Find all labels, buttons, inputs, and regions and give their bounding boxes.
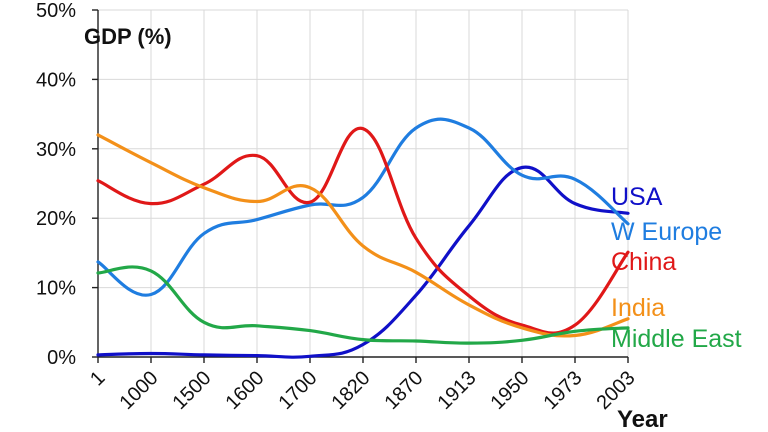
y-axis-tick-labels: 0% 10% 20% 30% 40% 50% <box>36 0 76 369</box>
legend-label-usa: USA <box>611 183 663 211</box>
y-tick-label: 40% <box>36 69 76 91</box>
y-tick-label: 20% <box>36 208 76 230</box>
y-tick-label: 10% <box>36 278 76 300</box>
x-tick-label: 1870 <box>381 367 428 414</box>
y-tick-label: 30% <box>36 139 76 161</box>
x-tick-label: 1000 <box>116 367 163 414</box>
x-tick-label: 1700 <box>275 367 322 414</box>
x-tick-label: 1820 <box>328 367 375 414</box>
x-tick-label: 1913 <box>434 367 481 414</box>
chart-gridlines <box>97 9 629 357</box>
y-tick-label: 0% <box>47 347 76 369</box>
chart-axes <box>92 9 629 363</box>
chart-title: GDP (%) <box>84 24 172 49</box>
x-axis-tick-labels: 1 1000 1500 1600 1700 1820 1870 1913 1950 1973 200… <box>86 367 639 414</box>
chart-series-lines <box>96 117 630 359</box>
legend-label-china: China <box>611 248 676 276</box>
legend-label-middle-east: Middle East <box>611 325 742 353</box>
series-line-middle-east <box>96 265 630 345</box>
legend-label-india: India <box>611 294 665 322</box>
x-tick-label: 1600 <box>222 367 269 414</box>
x-axis-label: Year <box>617 406 668 432</box>
series-line-china <box>96 127 630 335</box>
series-line-w-europe <box>96 117 630 297</box>
legend-label-w-europe: W Europe <box>611 218 722 246</box>
x-tick-label: 1950 <box>487 367 534 414</box>
series-line-india <box>96 133 630 338</box>
y-tick-label: 50% <box>36 0 76 22</box>
x-tick-label: 1500 <box>169 367 216 414</box>
series-line-usa <box>96 165 630 359</box>
x-tick-label: 1 <box>86 367 109 390</box>
x-tick-label: 1973 <box>540 367 587 414</box>
